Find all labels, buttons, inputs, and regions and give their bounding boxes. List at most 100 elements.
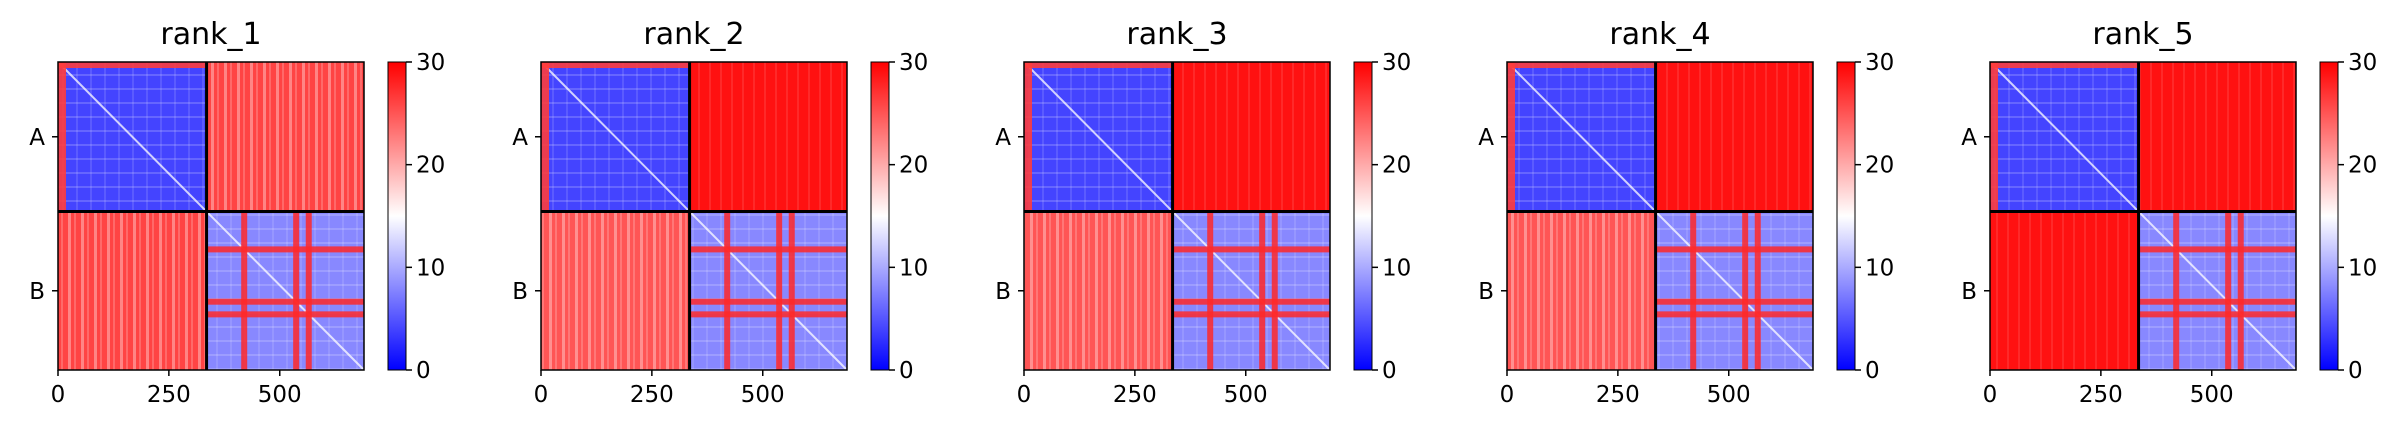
diagonal-aa bbox=[1506, 61, 1657, 213]
y-tick-label: B bbox=[995, 279, 1011, 305]
bb-band-v-2 bbox=[1742, 211, 1749, 370]
bb-band-h-2 bbox=[1172, 298, 1330, 305]
bb-band-h-3 bbox=[2138, 311, 2296, 318]
heatmap-texture bbox=[2138, 62, 2296, 212]
colorbar-tick-label: 0 bbox=[899, 358, 914, 384]
colorbar bbox=[2319, 61, 2339, 371]
bb-band-h-3 bbox=[206, 311, 364, 318]
diagonal-bb bbox=[1171, 210, 1331, 371]
y-tick-label: B bbox=[29, 279, 45, 305]
bb-band-v-2 bbox=[293, 211, 300, 370]
aa-edge-strip-top bbox=[58, 62, 207, 68]
diagonal-bb bbox=[205, 210, 365, 371]
bb-band-v-1 bbox=[724, 211, 731, 370]
heatmap-texture bbox=[1172, 62, 1330, 212]
panel-title: rank_2 bbox=[643, 17, 744, 52]
bb-band-v-1 bbox=[1690, 211, 1697, 370]
panel-title: rank_4 bbox=[1609, 17, 1710, 52]
colorbar-tick-label: 10 bbox=[1865, 255, 1894, 281]
colorbar-tick-label: 10 bbox=[1382, 255, 1411, 281]
bb-band-h-3 bbox=[1172, 311, 1330, 318]
panel-5: rank_5 A B 0 250 500 0 10 20 30 bbox=[1961, 17, 2377, 408]
panel-title: rank_5 bbox=[2092, 17, 2193, 52]
colorbar-tick-label: 30 bbox=[2348, 50, 2377, 76]
y-tick-label: A bbox=[1478, 125, 1494, 151]
panel-1: rank_1 A B 0 250 500 0 10 20 30 bbox=[29, 17, 445, 408]
colorbar-tick-label: 30 bbox=[416, 50, 445, 76]
bb-band-h-2 bbox=[206, 298, 364, 305]
bb-band-h-3 bbox=[689, 311, 847, 318]
colorbar-tick-label: 10 bbox=[2348, 255, 2377, 281]
colorbar-tick-label: 0 bbox=[1865, 358, 1880, 384]
colorbar-tick-label: 30 bbox=[899, 50, 928, 76]
bb-band-v-1 bbox=[241, 211, 248, 370]
y-tick-label: A bbox=[995, 125, 1011, 151]
aa-edge-strip-top bbox=[1024, 62, 1173, 68]
colorbar-tick-label: 0 bbox=[416, 358, 431, 384]
bb-band-v-2 bbox=[2225, 211, 2232, 370]
colorbar bbox=[1353, 61, 1373, 371]
heatmap-texture bbox=[1655, 62, 1813, 212]
y-tick-label: B bbox=[1961, 279, 1977, 305]
colorbar-tick-label: 20 bbox=[1382, 153, 1411, 179]
panel-title: rank_3 bbox=[1126, 17, 1227, 52]
bb-band-h-1 bbox=[1655, 246, 1813, 253]
bb-band-v-2 bbox=[1259, 211, 1266, 370]
y-tick-label: A bbox=[29, 125, 45, 151]
heatmap-texture bbox=[689, 62, 847, 212]
x-tick-label: 500 bbox=[1707, 382, 1751, 408]
axes-frame bbox=[1989, 61, 2297, 371]
heatmap-texture bbox=[1024, 211, 1173, 370]
x-tick-label: 250 bbox=[1596, 382, 1640, 408]
colorbar bbox=[1836, 61, 1856, 371]
colorbar-tick-label: 10 bbox=[416, 255, 445, 281]
axes-frame bbox=[1506, 61, 1814, 371]
x-tick-label: 0 bbox=[534, 382, 549, 408]
heatmap-texture bbox=[1507, 211, 1656, 370]
x-tick-label: 250 bbox=[147, 382, 191, 408]
aa-edge-strip-top bbox=[541, 62, 690, 68]
x-tick-label: 250 bbox=[630, 382, 674, 408]
bb-band-h-1 bbox=[206, 246, 364, 253]
panel-title: rank_1 bbox=[160, 17, 261, 52]
bb-band-h-2 bbox=[689, 298, 847, 305]
x-tick-label: 500 bbox=[2190, 382, 2234, 408]
axes-frame bbox=[57, 61, 365, 371]
x-tick-label: 0 bbox=[1017, 382, 1032, 408]
diagonal-aa bbox=[1023, 61, 1174, 213]
bb-band-v-3 bbox=[1754, 211, 1761, 370]
y-tick-label: A bbox=[512, 125, 528, 151]
panel-2: rank_2 A B 0 250 500 0 10 20 30 bbox=[512, 17, 928, 408]
x-tick-label: 500 bbox=[1224, 382, 1268, 408]
bb-band-h-2 bbox=[2138, 298, 2296, 305]
colorbar-tick-label: 20 bbox=[1865, 153, 1894, 179]
y-tick-label: A bbox=[1961, 125, 1977, 151]
x-tick-label: 0 bbox=[1983, 382, 1998, 408]
heatmap-texture bbox=[58, 211, 207, 370]
colorbar-tick-label: 20 bbox=[899, 153, 928, 179]
bb-band-h-1 bbox=[689, 246, 847, 253]
axes-frame bbox=[1023, 61, 1331, 371]
diagonal-aa bbox=[540, 61, 691, 213]
colorbar-tick-label: 0 bbox=[1382, 358, 1397, 384]
colorbar-tick-label: 20 bbox=[2348, 153, 2377, 179]
x-tick-label: 250 bbox=[2079, 382, 2123, 408]
bb-band-v-3 bbox=[305, 211, 312, 370]
aa-edge-strip bbox=[58, 62, 66, 212]
panel-3: rank_3 A B 0 250 500 0 10 20 30 bbox=[995, 17, 1411, 408]
aa-edge-strip-top bbox=[1507, 62, 1656, 68]
colorbar-tick-label: 0 bbox=[2348, 358, 2363, 384]
bb-band-h-1 bbox=[1172, 246, 1330, 253]
heatmap-texture bbox=[206, 62, 364, 212]
aa-edge-strip bbox=[541, 62, 549, 212]
axes-frame bbox=[540, 61, 848, 371]
colorbar-tick-label: 20 bbox=[416, 153, 445, 179]
aa-edge-strip bbox=[1024, 62, 1032, 212]
aa-edge-strip bbox=[1507, 62, 1515, 212]
colorbar-tick-label: 30 bbox=[1382, 50, 1411, 76]
colorbar-tick-label: 10 bbox=[899, 255, 928, 281]
x-tick-label: 500 bbox=[258, 382, 302, 408]
x-tick-label: 250 bbox=[1113, 382, 1157, 408]
x-tick-label: 0 bbox=[1500, 382, 1515, 408]
